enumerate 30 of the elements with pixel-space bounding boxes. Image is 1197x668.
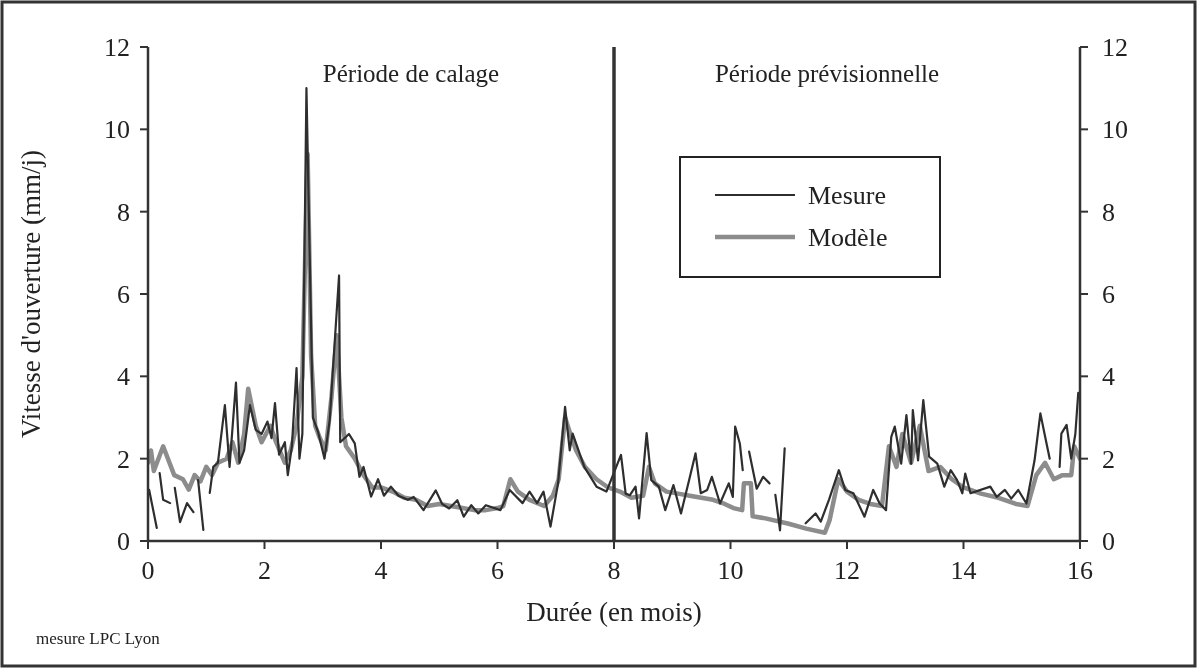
y-axis-title: Vitesse d'ouverture (mm/j) [16,149,46,439]
legend-label: Modèle [808,223,888,252]
annotation: Période de calage [322,60,500,87]
y2-tick-label: 2 [1102,444,1115,474]
y-tick-label: 8 [117,197,130,227]
y-tick-label: 10 [104,115,130,145]
x-tick-label: 4 [374,556,388,585]
y2-tick-label: 0 [1102,527,1115,556]
y2-tick-label: 12 [1102,33,1128,62]
y2-tick-label: 8 [1102,197,1115,227]
x-axis-title: Durée (en mois) [526,597,702,627]
y2-tick-label: 6 [1102,280,1115,309]
y-tick-label: 0 [117,527,130,556]
x-tick-label: 6 [491,556,504,585]
text: mesure LPC Lyon [36,629,161,648]
x-tick-label: 0 [141,556,155,585]
y2-tick-label: 4 [1102,362,1115,392]
y-tick-label: 2 [117,444,130,474]
x-tick-label: 14 [950,556,977,585]
x-tick-label: 16 [1067,556,1093,585]
x-tick-label: 8 [607,556,621,585]
x-tick-label: 12 [834,556,860,585]
legend-label: Mesure [808,181,886,210]
y2-tick-label: 10 [1102,115,1128,145]
annotation: Période prévisionnelle [714,60,940,87]
y-tick-label: 4 [117,362,130,392]
y-tick-label: 6 [117,280,130,309]
x-tick-label: 2 [258,556,271,585]
y-tick-label: 12 [104,33,130,62]
x-tick-label: 10 [717,556,744,585]
